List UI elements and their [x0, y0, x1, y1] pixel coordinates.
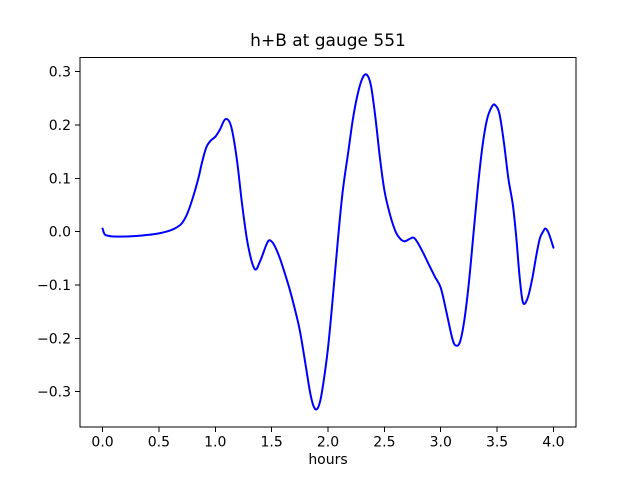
axes-frame — [79, 57, 577, 428]
x-tick-label: 1.0 — [204, 435, 226, 451]
y-tick-label: 0.0 — [49, 225, 71, 241]
y-tick-label: −0.2 — [37, 331, 71, 347]
x-axis-label: hours — [308, 452, 348, 468]
chart-title: h+B at gauge 551 — [250, 31, 406, 51]
y-tick-label: −0.3 — [37, 385, 71, 401]
y-tick-label: 0.1 — [49, 171, 71, 187]
x-tick-label: 3.5 — [486, 435, 508, 451]
x-tick-label: 3.0 — [430, 435, 452, 451]
x-tick-label: 2.5 — [373, 435, 395, 451]
x-tick-label: 0.5 — [148, 435, 170, 451]
x-tick-label: 0.0 — [91, 435, 113, 451]
y-tick-label: 0.2 — [49, 118, 71, 134]
y-tick-label: −0.1 — [37, 278, 71, 294]
x-tick-label: 1.5 — [261, 435, 283, 451]
data-line-series — [101, 73, 555, 411]
x-tick-label: 2.0 — [317, 435, 339, 451]
x-tick-label: 4.0 — [542, 435, 564, 451]
y-tick-label: 0.3 — [49, 65, 71, 81]
